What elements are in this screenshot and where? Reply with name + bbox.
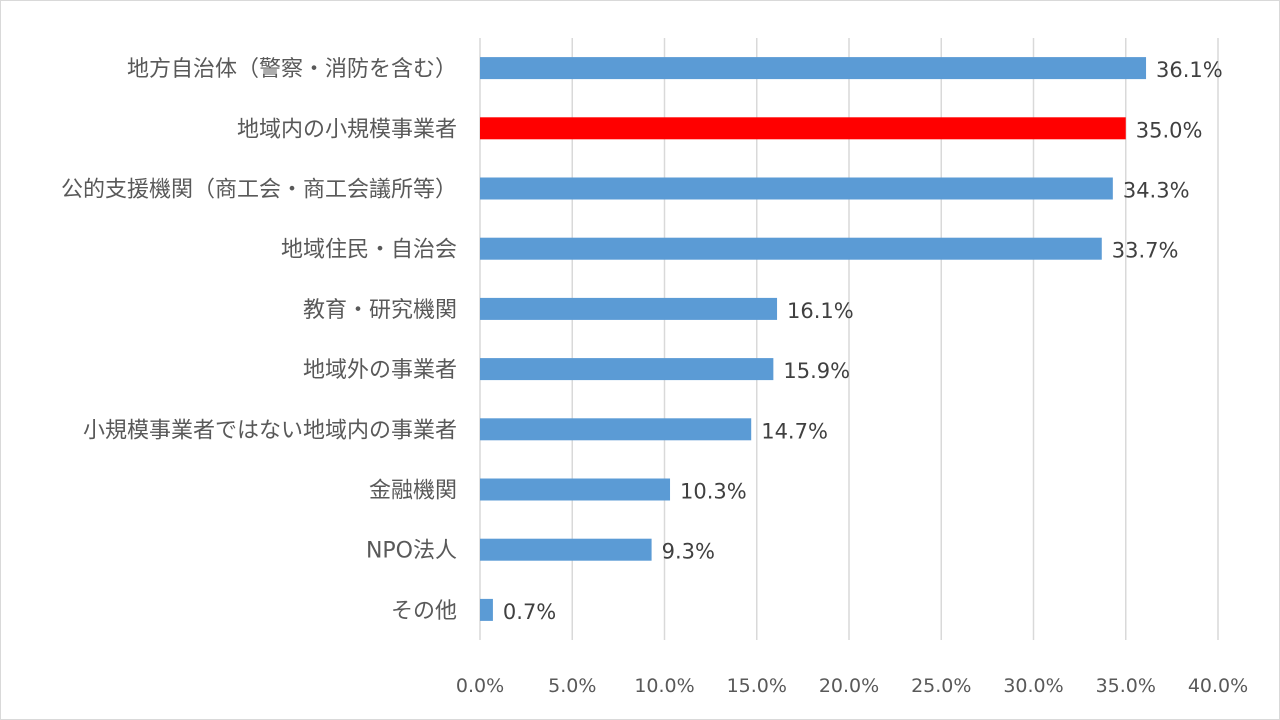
category-label: 地域内の小規模事業者 (237, 117, 457, 142)
x-axis-tick-labels: 0.0% 5.0% 10.0% 15.0% 20.0% 25.0% 30.0% 35.0% 40… (456, 675, 1248, 697)
category-label: 公的支援機関（商工会・商工会議所等） (61, 178, 457, 203)
bar (480, 117, 1126, 140)
bar (480, 358, 774, 381)
bar (480, 297, 778, 320)
bar (480, 478, 671, 501)
x-tick-label: 20.0% (819, 675, 879, 697)
category-label: 教育・研究機関 (303, 298, 457, 323)
x-tick-label: 25.0% (911, 675, 971, 697)
value-label: 16.1% (787, 299, 854, 323)
value-labels: 36.1% 35.0% 34.3% 33.7% 16.1% 15.9% 14.7% 10.3%… (503, 58, 1223, 624)
x-tick-label: 35.0% (1096, 675, 1156, 697)
value-label: 10.3% (680, 480, 747, 504)
x-tick-label: 30.0% (1003, 675, 1063, 697)
bar (480, 237, 1102, 260)
value-label: 34.3% (1123, 179, 1190, 203)
value-label: 14.7% (761, 419, 828, 443)
category-label: その他 (391, 599, 457, 624)
value-label: 35.0% (1136, 118, 1203, 142)
bar (480, 57, 1147, 80)
value-label: 33.7% (1112, 239, 1179, 263)
category-label: 地域住民・自治会 (281, 238, 457, 263)
bar (480, 538, 652, 561)
category-label: 地域外の事業者 (303, 358, 457, 383)
category-label: 小規模事業者ではない地域内の事業者 (83, 418, 457, 443)
bar (480, 418, 752, 441)
bars (480, 57, 1147, 621)
value-label: 36.1% (1156, 58, 1223, 82)
x-tick-label: 40.0% (1188, 675, 1248, 697)
value-label: 9.3% (662, 540, 715, 564)
x-tick-label: 0.0% (456, 675, 504, 697)
x-tick-label: 5.0% (548, 675, 596, 697)
category-label: 金融機関 (369, 479, 457, 504)
x-tick-label: 15.0% (727, 675, 787, 697)
value-label: 0.7% (503, 600, 556, 624)
value-label: 15.9% (783, 359, 850, 383)
bar (480, 177, 1113, 200)
bar (480, 598, 493, 621)
category-labels: 地方自治体（警察・消防を含む） 地域内の小規模事業者公的支援機関（商工会・商工会議… (61, 57, 457, 624)
category-label: NPO法人 (366, 539, 457, 564)
x-tick-label: 10.0% (634, 675, 694, 697)
category-label: 地方自治体（警察・消防を含む） (127, 57, 457, 82)
